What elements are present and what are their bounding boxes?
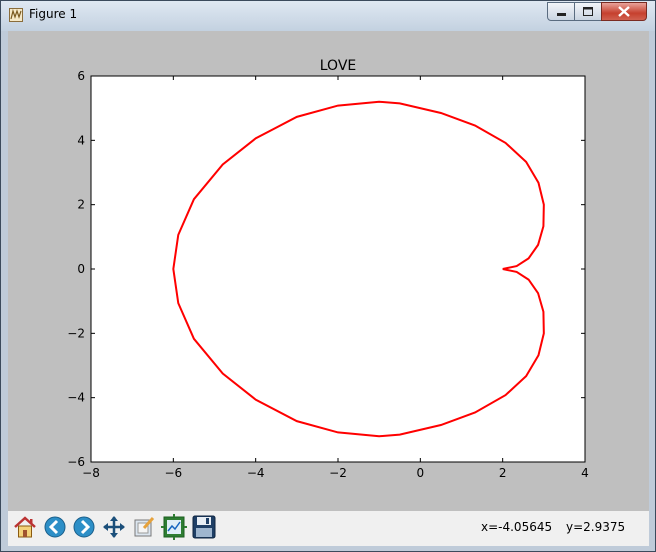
- window-title: Figure 1: [29, 7, 78, 21]
- x-tick-label: −6: [164, 466, 182, 480]
- y-tick-label: −4: [67, 391, 85, 405]
- minimize-button[interactable]: [547, 2, 575, 21]
- x-tick-label: −4: [247, 466, 265, 480]
- matplotlib-figure-icon: [9, 8, 23, 22]
- y-tick-label: −6: [67, 455, 85, 469]
- home-icon: [14, 516, 36, 538]
- x-tick-label: 4: [581, 466, 589, 480]
- home-button[interactable]: [12, 514, 38, 540]
- cursor-x-readout: x=-4.05645: [481, 520, 553, 534]
- y-tick-label: −2: [67, 326, 85, 340]
- pan-move-icon: [103, 516, 125, 538]
- close-button[interactable]: [601, 2, 647, 21]
- forward-arrow-icon: [73, 516, 95, 538]
- back-button[interactable]: [42, 514, 68, 540]
- x-tick-label: 0: [417, 466, 425, 480]
- y-tick-label: 4: [77, 133, 85, 147]
- x-tick-label: 2: [499, 466, 507, 480]
- back-arrow-icon: [44, 516, 66, 538]
- chart-title: LOVE: [320, 58, 357, 74]
- subplots-config-icon: [161, 514, 187, 540]
- y-tick-label: 6: [77, 69, 85, 83]
- series-line-0: [172, 100, 545, 438]
- x-tick-label: −2: [329, 466, 347, 480]
- x-tick-label: −8: [82, 466, 100, 480]
- figure-canvas-area: −8 −6 −4 −2 0 2 4 −6 −4 −2 0 2 4 6 LOVE: [8, 31, 649, 546]
- navigation-toolbar: x=-4.05645 y=2.9375: [8, 511, 649, 546]
- cursor-y-readout: y=2.9375: [566, 520, 626, 534]
- subplots-button[interactable]: [161, 514, 187, 540]
- maximize-button[interactable]: [574, 2, 602, 21]
- zoom-rect-icon: [134, 516, 155, 537]
- save-button[interactable]: [191, 514, 217, 540]
- forward-button[interactable]: [71, 514, 97, 540]
- floppy-disk-icon: [192, 515, 216, 539]
- axes-background: [91, 76, 585, 462]
- pan-button[interactable]: [101, 514, 127, 540]
- minimize-icon: [557, 13, 566, 16]
- title-bar[interactable]: Figure 1: [1, 1, 655, 31]
- y-tick-label: 0: [77, 262, 85, 276]
- zoom-button[interactable]: [131, 514, 157, 540]
- y-tick-label: 2: [77, 198, 85, 212]
- maximize-icon: [583, 7, 593, 16]
- close-icon: [618, 6, 630, 17]
